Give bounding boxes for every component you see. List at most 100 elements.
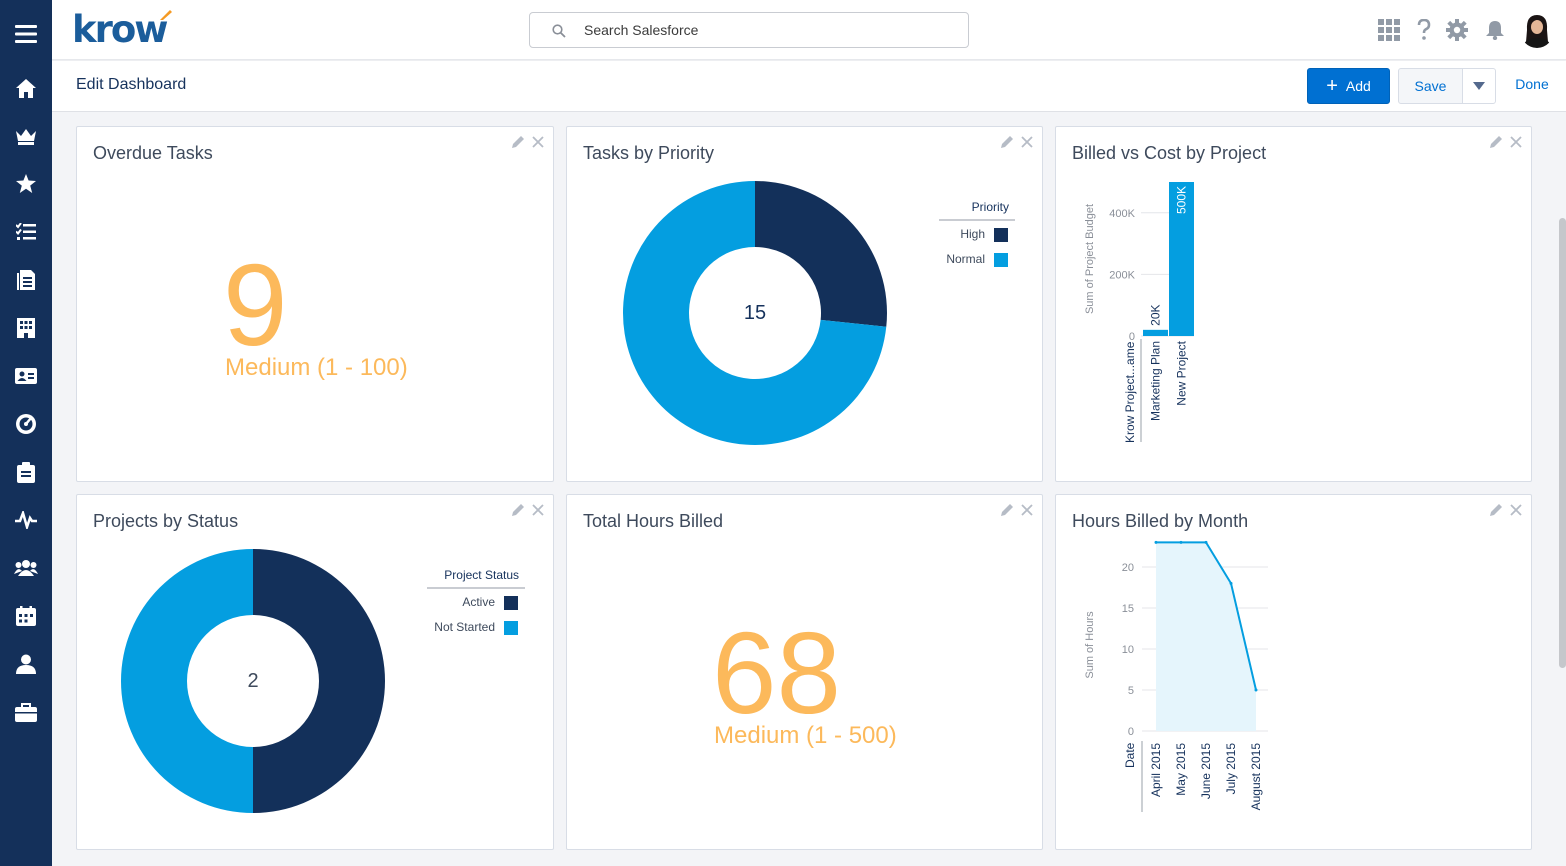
close-icon[interactable]	[531, 135, 545, 149]
search-icon	[552, 24, 566, 38]
document-icon[interactable]	[0, 262, 52, 298]
edit-pencil-icon[interactable]	[511, 503, 525, 517]
save-button[interactable]: Save	[1398, 68, 1463, 104]
legend-swatch-high	[994, 228, 1008, 242]
legend-swatch-not-started	[504, 621, 518, 635]
edit-pencil-icon[interactable]	[1489, 135, 1503, 149]
metric-value: 9	[223, 240, 288, 370]
dashboard-edit-bar: Edit Dashboard + Add Save Done	[52, 61, 1566, 112]
bar-1[interactable]	[1169, 182, 1194, 336]
widget-billed-vs-cost[interactable]: Billed vs Cost by Project 0 200K 400K Sum o…	[1055, 126, 1532, 482]
person-icon[interactable]	[0, 646, 52, 682]
donut-slice-active[interactable]	[253, 549, 385, 813]
notifications-bell-icon[interactable]	[1483, 18, 1507, 42]
help-icon[interactable]	[1412, 18, 1436, 42]
legend-divider	[939, 219, 1015, 221]
setup-gear-icon[interactable]	[1445, 18, 1469, 42]
y-tick-label: 10	[1122, 644, 1134, 656]
x-tick-label: Marketing Plan	[1149, 341, 1163, 421]
left-navigation	[0, 0, 52, 866]
bar-chart: 0 200K 400K Sum of Project Budget Krow Proje…	[1084, 182, 1194, 443]
edit-pencil-icon[interactable]	[1000, 503, 1014, 517]
pulse-icon[interactable]	[0, 502, 52, 538]
widget-title: Billed vs Cost by Project	[1072, 143, 1267, 163]
area-point[interactable]	[1179, 540, 1183, 544]
legend-title: Project Status	[444, 568, 519, 582]
edit-pencil-icon[interactable]	[1000, 135, 1014, 149]
metric-range: Medium (1 - 500)	[714, 722, 897, 749]
donut-slice-high[interactable]	[755, 181, 887, 327]
donut-center-total: 2	[247, 670, 258, 692]
x-tick-label: August 2015	[1249, 743, 1263, 811]
star-person-icon[interactable]	[0, 166, 52, 202]
y-tick-label: 400K	[1109, 208, 1135, 220]
y-tick-label: 0	[1128, 726, 1134, 738]
widget-title: Tasks by Priority	[583, 143, 715, 163]
people-icon[interactable]	[0, 550, 52, 586]
chevron-down-icon	[1473, 82, 1485, 90]
legend-label-active: Active	[462, 595, 495, 609]
add-button-label: Add	[1345, 78, 1371, 94]
contact-card-icon[interactable]	[0, 358, 52, 394]
app-launcher-icon[interactable]	[1377, 18, 1401, 42]
global-header: krow	[52, 0, 1566, 60]
x-tick-label: New Project	[1175, 340, 1189, 405]
home-icon[interactable]	[0, 70, 52, 106]
donut-slice-not-started[interactable]	[121, 549, 253, 813]
widget-tasks-by-priority[interactable]: Tasks by Priority 15 Priority High Norma…	[566, 126, 1043, 482]
metric-range: Medium (1 - 100)	[225, 354, 408, 381]
area-point[interactable]	[1229, 581, 1233, 585]
edit-pencil-icon[interactable]	[1489, 503, 1503, 517]
widget-hours-billed-by-month[interactable]: Hours Billed by Month 0 5 10 15 20 Sum of Hou…	[1055, 494, 1532, 850]
close-icon[interactable]	[531, 503, 545, 517]
bar-data-label: 20K	[1149, 304, 1163, 325]
calendar-icon[interactable]	[0, 598, 52, 634]
global-search[interactable]	[529, 12, 969, 48]
y-axis-label: Sum of Hours	[1084, 611, 1096, 679]
close-icon[interactable]	[1020, 503, 1034, 517]
task-list-icon[interactable]	[0, 214, 52, 250]
close-icon[interactable]	[1509, 503, 1523, 517]
edit-pencil-icon[interactable]	[511, 135, 525, 149]
area-chart: 0 5 10 15 20 Sum of Hours Date April 2015 May 20…	[1084, 540, 1268, 812]
close-icon[interactable]	[1509, 135, 1523, 149]
close-icon[interactable]	[1020, 135, 1034, 149]
donut-chart[interactable]: 2	[119, 547, 387, 815]
legend-label-normal: Normal	[946, 252, 985, 266]
legend-swatch-normal	[994, 253, 1008, 267]
x-tick-label: April 2015	[1149, 743, 1163, 797]
briefcase-icon[interactable]	[0, 694, 52, 730]
x-tick-label: May 2015	[1174, 743, 1188, 796]
widget-title: Overdue Tasks	[93, 143, 213, 163]
page-scrollbar[interactable]	[1559, 218, 1566, 668]
area-point[interactable]	[1254, 688, 1258, 692]
widget-overdue-tasks[interactable]: Overdue Tasks 9 Medium (1 - 100)	[76, 126, 554, 482]
area-fill	[1156, 542, 1256, 731]
widget-total-hours-billed[interactable]: Total Hours Billed 68 Medium (1 - 500)	[566, 494, 1043, 850]
krow-logo[interactable]: krow	[72, 8, 168, 51]
x-axis-label: Krow Project...ame	[1123, 341, 1137, 443]
building-icon[interactable]	[0, 310, 52, 346]
user-avatar[interactable]	[1520, 12, 1554, 48]
search-input[interactable]	[584, 19, 954, 41]
add-button[interactable]: + Add	[1307, 68, 1390, 104]
metric-value: 68	[712, 608, 842, 738]
widget-title: Hours Billed by Month	[1072, 511, 1249, 531]
legend-label-not-started: Not Started	[434, 620, 495, 634]
widget-projects-by-status[interactable]: Projects by Status 2 Project Status Acti…	[76, 494, 554, 850]
area-point[interactable]	[1154, 540, 1158, 544]
done-button[interactable]: Done	[1515, 76, 1549, 92]
crown-icon[interactable]	[0, 118, 52, 154]
donut-chart[interactable]: 15	[621, 179, 889, 447]
menu-icon[interactable]	[0, 16, 52, 52]
y-tick-label: 5	[1128, 685, 1134, 697]
bar-0[interactable]	[1143, 329, 1168, 336]
logo-accent-icon	[160, 10, 172, 20]
area-point[interactable]	[1204, 540, 1208, 544]
legend-swatch-active	[504, 596, 518, 610]
clipboard-icon[interactable]	[0, 454, 52, 490]
donut-slice-normal[interactable]	[623, 181, 887, 446]
dashboard-gauge-icon[interactable]	[0, 406, 52, 442]
widget-title: Projects by Status	[93, 511, 239, 531]
save-options-button[interactable]	[1462, 68, 1496, 104]
